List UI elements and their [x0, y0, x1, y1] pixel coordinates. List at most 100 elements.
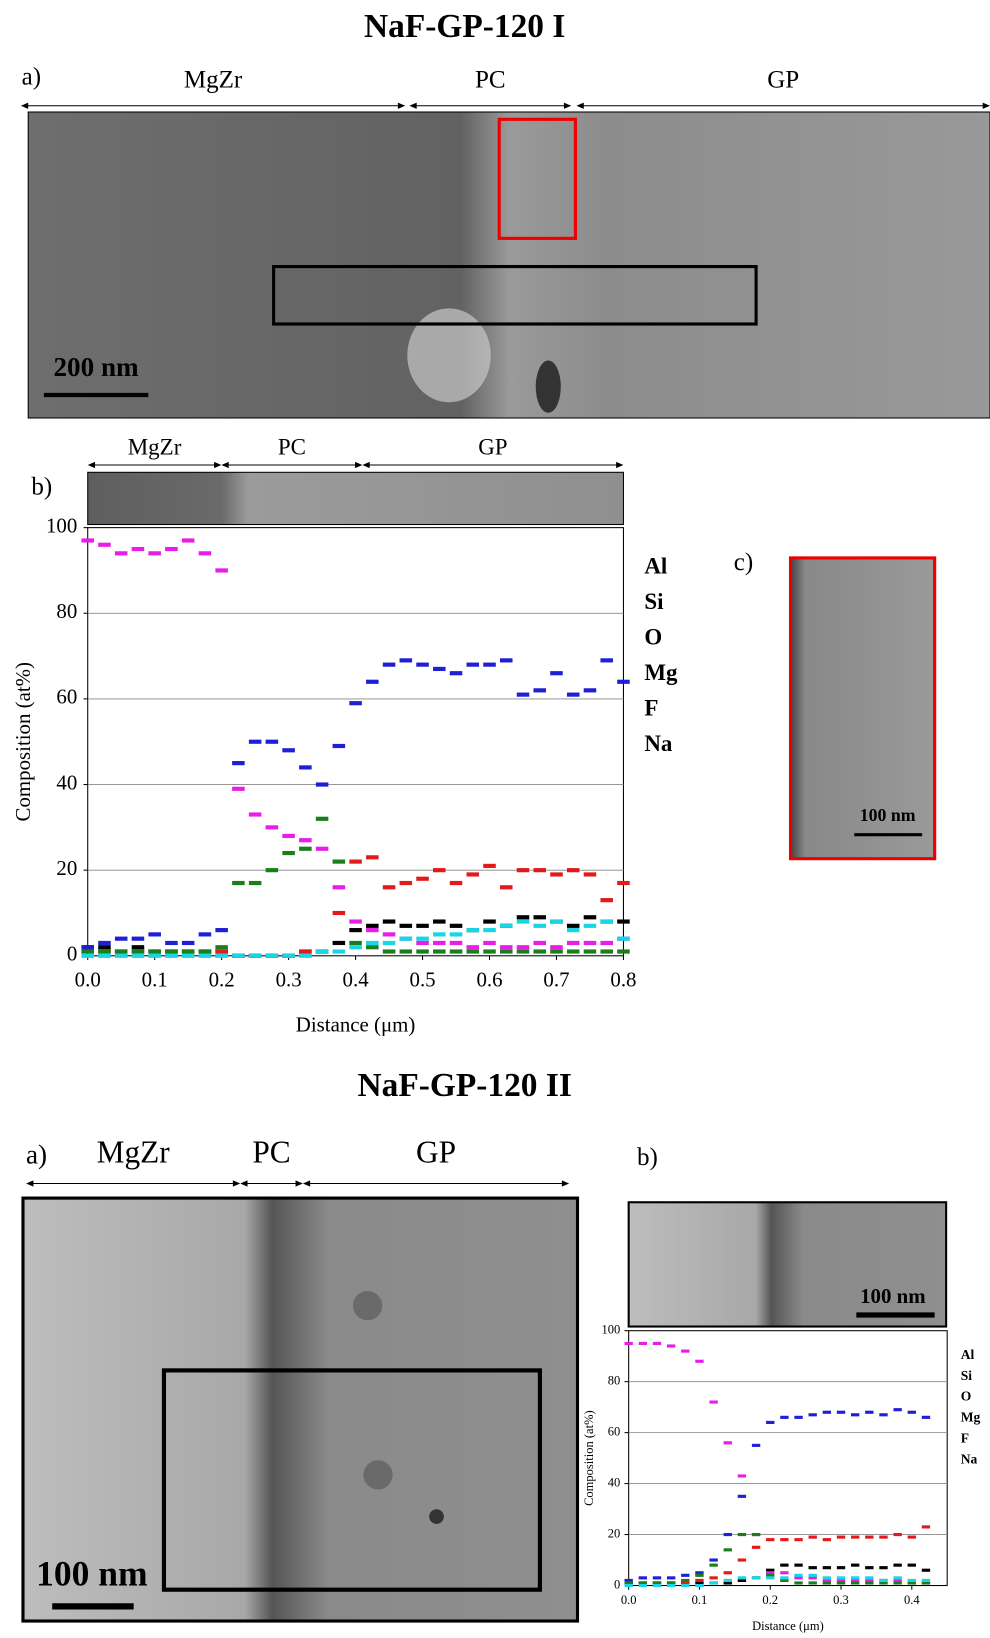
- linescan-box: [161, 1368, 542, 1592]
- data-point: [794, 1576, 803, 1580]
- y-tick-label: 0: [67, 942, 77, 966]
- data-point: [349, 945, 362, 950]
- data-point: [893, 1408, 902, 1412]
- data-point: [879, 1413, 888, 1417]
- data-point: [215, 945, 228, 950]
- highlight-box: [497, 117, 577, 240]
- region-label: PC: [475, 66, 506, 93]
- data-point: [366, 945, 379, 950]
- data-point: [600, 898, 613, 903]
- data-point: [332, 885, 346, 890]
- x-tick-label: 0.0: [621, 1593, 637, 1607]
- region-label: PC: [278, 435, 306, 460]
- section-title: NaF-GP-120 II: [358, 1067, 572, 1104]
- data-point: [780, 1538, 789, 1542]
- data-point: [709, 1563, 718, 1567]
- data-point: [114, 551, 128, 556]
- data-point: [638, 1583, 648, 1588]
- data-point: [382, 949, 396, 954]
- region-label: GP: [478, 435, 507, 460]
- data-point: [499, 945, 513, 950]
- data-point: [416, 662, 429, 667]
- region-label: MgZr: [184, 66, 243, 93]
- scale-bar-label: 100 nm: [860, 805, 916, 825]
- data-point: [98, 953, 111, 958]
- data-point: [766, 1571, 775, 1575]
- data-point: [723, 1548, 732, 1552]
- data-point: [81, 949, 94, 954]
- data-point: [666, 1576, 676, 1580]
- data-point: [98, 945, 111, 950]
- panel-label: a): [26, 1140, 47, 1170]
- data-point: [836, 1410, 846, 1414]
- y-tick-label: 80: [56, 599, 77, 623]
- data-point: [366, 928, 379, 933]
- micrograph: [21, 1196, 580, 1623]
- data-point: [751, 1443, 761, 1447]
- x-tick-label: 0.3: [833, 1593, 849, 1607]
- data-point: [681, 1583, 690, 1588]
- data-point: [198, 932, 212, 937]
- panel-label: b): [31, 474, 52, 501]
- data-point: [921, 1578, 931, 1582]
- data-point: [282, 833, 295, 839]
- data-point: [681, 1349, 690, 1353]
- data-point: [600, 940, 613, 946]
- data-point: [499, 923, 513, 928]
- data-point: [652, 1576, 662, 1580]
- data-point: [808, 1581, 817, 1585]
- region-label: MgZr: [128, 435, 182, 460]
- data-point: [399, 936, 413, 941]
- legend-entry: Si: [644, 589, 664, 614]
- data-point: [114, 953, 128, 958]
- legend-entry: F: [961, 1430, 969, 1445]
- data-point: [165, 940, 178, 946]
- data-point: [131, 945, 145, 950]
- data-point: [723, 1581, 732, 1585]
- data-point: [865, 1410, 874, 1414]
- data-point: [299, 846, 312, 851]
- data-point: [583, 949, 597, 954]
- data-point: [737, 1474, 747, 1478]
- x-tick-label: 0.1: [142, 968, 168, 992]
- data-point: [232, 761, 245, 766]
- data-point: [449, 940, 463, 946]
- data-point: [865, 1535, 874, 1539]
- data-point: [583, 915, 597, 920]
- data-point: [232, 786, 245, 791]
- legend-entry: O: [961, 1389, 972, 1404]
- scale-bar-label: 100 nm: [860, 1284, 926, 1308]
- data-point: [638, 1576, 648, 1580]
- data-point: [466, 872, 480, 877]
- data-point: [879, 1535, 888, 1539]
- x-axis-label: Distance (μm): [296, 1013, 416, 1037]
- data-point: [907, 1563, 916, 1567]
- data-point: [600, 949, 613, 954]
- scale-bar-label: 200 nm: [53, 352, 139, 382]
- data-point: [751, 1545, 761, 1549]
- data-point: [617, 949, 630, 954]
- panel-label: a): [22, 63, 41, 90]
- data-point: [499, 949, 513, 954]
- data-point: [349, 919, 362, 924]
- data-point: [248, 953, 262, 958]
- data-point: [433, 940, 446, 946]
- data-point: [382, 662, 396, 667]
- data-point: [449, 923, 463, 928]
- data-point: [566, 868, 580, 873]
- data-point: [181, 949, 195, 954]
- data-point: [836, 1581, 846, 1585]
- data-point: [533, 949, 547, 954]
- micrograph: [27, 111, 990, 419]
- data-point: [600, 919, 613, 924]
- x-tick-label: 0.3: [276, 968, 302, 992]
- data-point: [617, 880, 630, 886]
- data-point: [808, 1576, 817, 1580]
- data-point: [466, 949, 480, 954]
- micrograph-zoom: [788, 556, 937, 861]
- data-point: [181, 940, 195, 946]
- data-point: [780, 1571, 789, 1575]
- data-point: [198, 953, 212, 958]
- data-point: [282, 748, 295, 753]
